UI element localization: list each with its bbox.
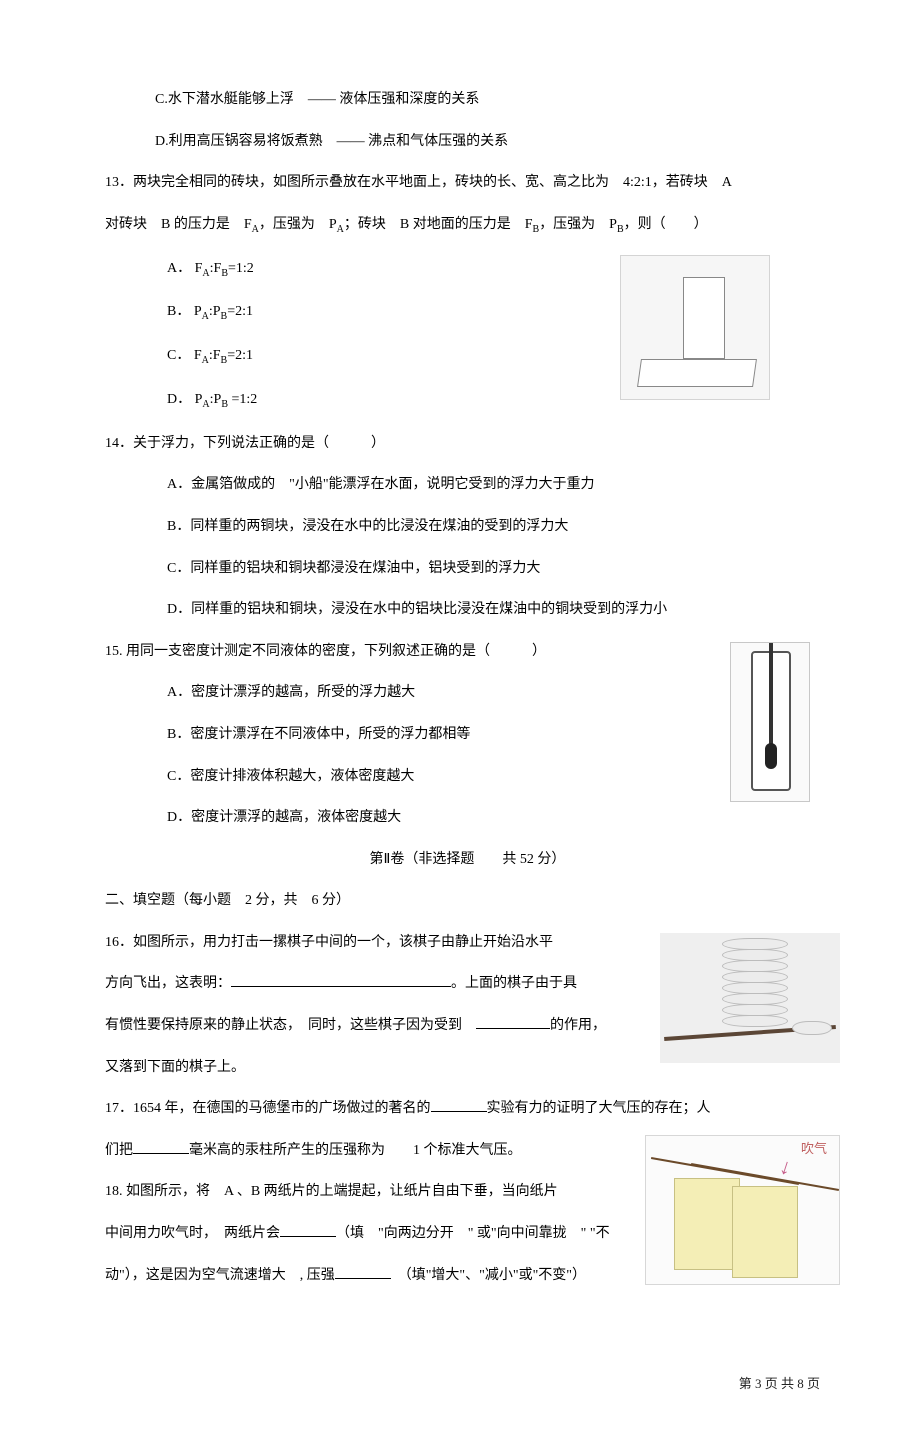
- paper-a-icon: [674, 1178, 740, 1270]
- blow-label: 吹气: [801, 1140, 827, 1158]
- q16-blank-1[interactable]: [231, 975, 451, 988]
- flying-disc-icon: [792, 1021, 832, 1035]
- q13-stem-1b: ，若砖块 A: [652, 175, 732, 190]
- q13-c-val: =2:1: [227, 348, 253, 363]
- q14-stem: 14．关于浮力，下列说法正确的是（ ）: [105, 434, 830, 454]
- q13-s2c: ；砖块 B 对地面的压力是 F: [344, 217, 533, 232]
- q18-figure-blow: 吹气 ↓: [645, 1135, 840, 1285]
- q15-stem-text: 15. 用同一支密度计测定不同液体的密度，下列叙述正确的是（ ）: [105, 644, 546, 659]
- q13-b-sub1: A: [202, 311, 209, 322]
- q16-figure-chess: [660, 933, 840, 1063]
- q13-s2b: ，压强为 P: [259, 217, 337, 232]
- q14-option-b: B．同样重的两铜块，浸没在水中的比浸没在煤油的受到的浮力大: [105, 517, 830, 537]
- q13-figure-bricks: [620, 255, 770, 400]
- q17-q18-block: 吹气 ↓ 们把毫米高的汞柱所产生的压强称为 1 个标准大气压。 18. 如图所示…: [105, 1141, 830, 1285]
- brick-base-icon: [637, 359, 757, 387]
- q15-option-d: D．密度计漂浮的越高，液体密度越大: [105, 808, 830, 828]
- q13-options-block: A． FA:FB=1:2 B． PA:PB=2:1 C． FA:FB=2:1 D…: [105, 259, 830, 412]
- q13-s2e: ，则（ ）: [624, 217, 708, 232]
- q13-c-pre: C． F: [167, 348, 202, 363]
- page-content: C.水下潜水艇能够上浮 —— 液体压强和深度的关系 D.利用高压锅容易将饭煮熟 …: [105, 90, 830, 1393]
- q14-option-c: C．同样重的铝块和铜块都浸没在煤油中，铝块受到的浮力大: [105, 559, 830, 579]
- q13-sub-fa: A: [252, 224, 259, 235]
- q13-a-sub2: B: [221, 267, 228, 278]
- q13-b-mid: :P: [209, 304, 221, 319]
- q13-a-mid: :F: [210, 261, 222, 276]
- q13-d-sub1: A: [202, 399, 209, 410]
- q13-stem-line1: 13．两块完全相同的砖块，如图所示叠放在水平地面上，砖块的长、宽、高之比为 4:…: [105, 173, 830, 193]
- q17-l1-pre: 17．1654 年，在德国的马德堡市的广场做过的著名的: [105, 1101, 431, 1116]
- q13-a-sub1: A: [202, 267, 209, 278]
- q13-sub-pa: A: [337, 224, 344, 235]
- q13-b-val: =2:1: [227, 304, 253, 319]
- q13-d-mid: :P: [210, 392, 222, 407]
- q17-blank-1[interactable]: [431, 1100, 487, 1113]
- q13-stem-line2: 对砖块 B 的压力是 FA，压强为 PA；砖块 B 对地面的压力是 FB，压强为…: [105, 215, 830, 237]
- q13-stem-1a: 13．两块完全相同的砖块，如图所示叠放在水平地面上，砖块的长、宽、高之比为: [105, 175, 623, 190]
- fill-blank-header: 二、填空题（每小题 2 分，共 6 分）: [105, 891, 830, 911]
- brick-top-icon: [683, 277, 725, 359]
- q13-b-pre: B． P: [167, 304, 202, 319]
- hydrometer-rod-icon: [769, 643, 773, 753]
- hydrometer-bulb-icon: [765, 743, 777, 769]
- q17-line1: 17．1654 年，在德国的马德堡市的广场做过的著名的 实验有力的证明了大气压的存…: [105, 1099, 830, 1119]
- chess-stack-icon: [722, 939, 788, 1027]
- q13-c-sub1: A: [202, 355, 209, 366]
- q18-l3-post: （填"增大"、"减小"或"不变"）: [391, 1268, 586, 1283]
- q14-option-d: D．同样重的铝块和铜块，浸没在水中的铝块比浸没在煤油中的铜块受到的浮力小: [105, 600, 830, 620]
- q13-d-pre: D． P: [167, 392, 202, 407]
- q16-blank-2[interactable]: [476, 1016, 550, 1029]
- q17-l2-pre: 们把: [105, 1143, 133, 1158]
- q13-s2d: ，压强为 P: [539, 217, 617, 232]
- q13-d-sub2: B: [221, 399, 228, 410]
- q18-blank-1[interactable]: [280, 1224, 336, 1237]
- q13-s2a: 对砖块 B 的压力是 F: [105, 217, 252, 232]
- q14-option-a: A．金属箔做成的 "小船"能漂浮在水面，说明它受到的浮力大于重力: [105, 475, 830, 495]
- q12-option-c: C.水下潜水艇能够上浮 —— 液体压强和深度的关系: [105, 90, 830, 110]
- q13-a-val: =1:2: [228, 261, 254, 276]
- q16-block: 16．如图所示，用力打击一摞棋子中间的一个，该棋子由静止开始沿水平 方向飞出，这…: [105, 933, 830, 1077]
- q12-option-d: D.利用高压锅容易将饭煮熟 —— 沸点和气体压强的关系: [105, 132, 830, 152]
- page-footer: 第 3 页 共 8 页: [105, 1375, 830, 1393]
- q17-blank-2[interactable]: [133, 1141, 189, 1154]
- q16-l2-pre: 方向飞出，这表明：: [105, 976, 231, 991]
- q15-figure-hydrometer: [730, 642, 810, 802]
- q15-option-c: C．密度计排液体积越大，液体密度越大: [105, 767, 830, 787]
- q18-blank-2[interactable]: [335, 1266, 391, 1279]
- q15-option-a: A．密度计漂浮的越高，所受的浮力越大: [105, 683, 830, 703]
- q13-d-val: =1:2: [228, 392, 257, 407]
- q17-l1-post: 实验有力的证明了大气压的存在；人: [487, 1101, 711, 1116]
- q13-sub-pb: B: [617, 224, 624, 235]
- paper-b-icon: [732, 1186, 798, 1278]
- q13-ratio: 4:2:1: [623, 175, 652, 190]
- q18-l2-pre: 中间用力吹气时， 两纸片会: [105, 1226, 280, 1241]
- q13-a-pre: A． F: [167, 261, 202, 276]
- q15-option-b: B．密度计漂浮在不同液体中，所受的浮力都相等: [105, 725, 830, 745]
- q18-l2-mid: （填 "向两边分开 " 或"向中间靠拢 " "不: [336, 1226, 610, 1241]
- q17-l2-post: 毫米高的汞柱所产生的压强称为 1 个标准大气压。: [189, 1143, 522, 1158]
- q13-c-mid: :F: [209, 348, 221, 363]
- section-ii-header: 第Ⅱ卷（非选择题 共 52 分）: [105, 850, 830, 870]
- q18-l3-pre: 动"），这是因为空气流速增大 , 压强: [105, 1268, 335, 1283]
- q15-stem: 15. 用同一支密度计测定不同液体的密度，下列叙述正确的是（ ）: [105, 642, 830, 662]
- q16-l3-post: 的作用，: [550, 1018, 606, 1033]
- q16-l3-pre: 有惯性要保持原来的静止状态， 同时，这些棋子因为受到: [105, 1018, 476, 1033]
- q16-l2-post: 。上面的棋子由于具: [451, 976, 577, 991]
